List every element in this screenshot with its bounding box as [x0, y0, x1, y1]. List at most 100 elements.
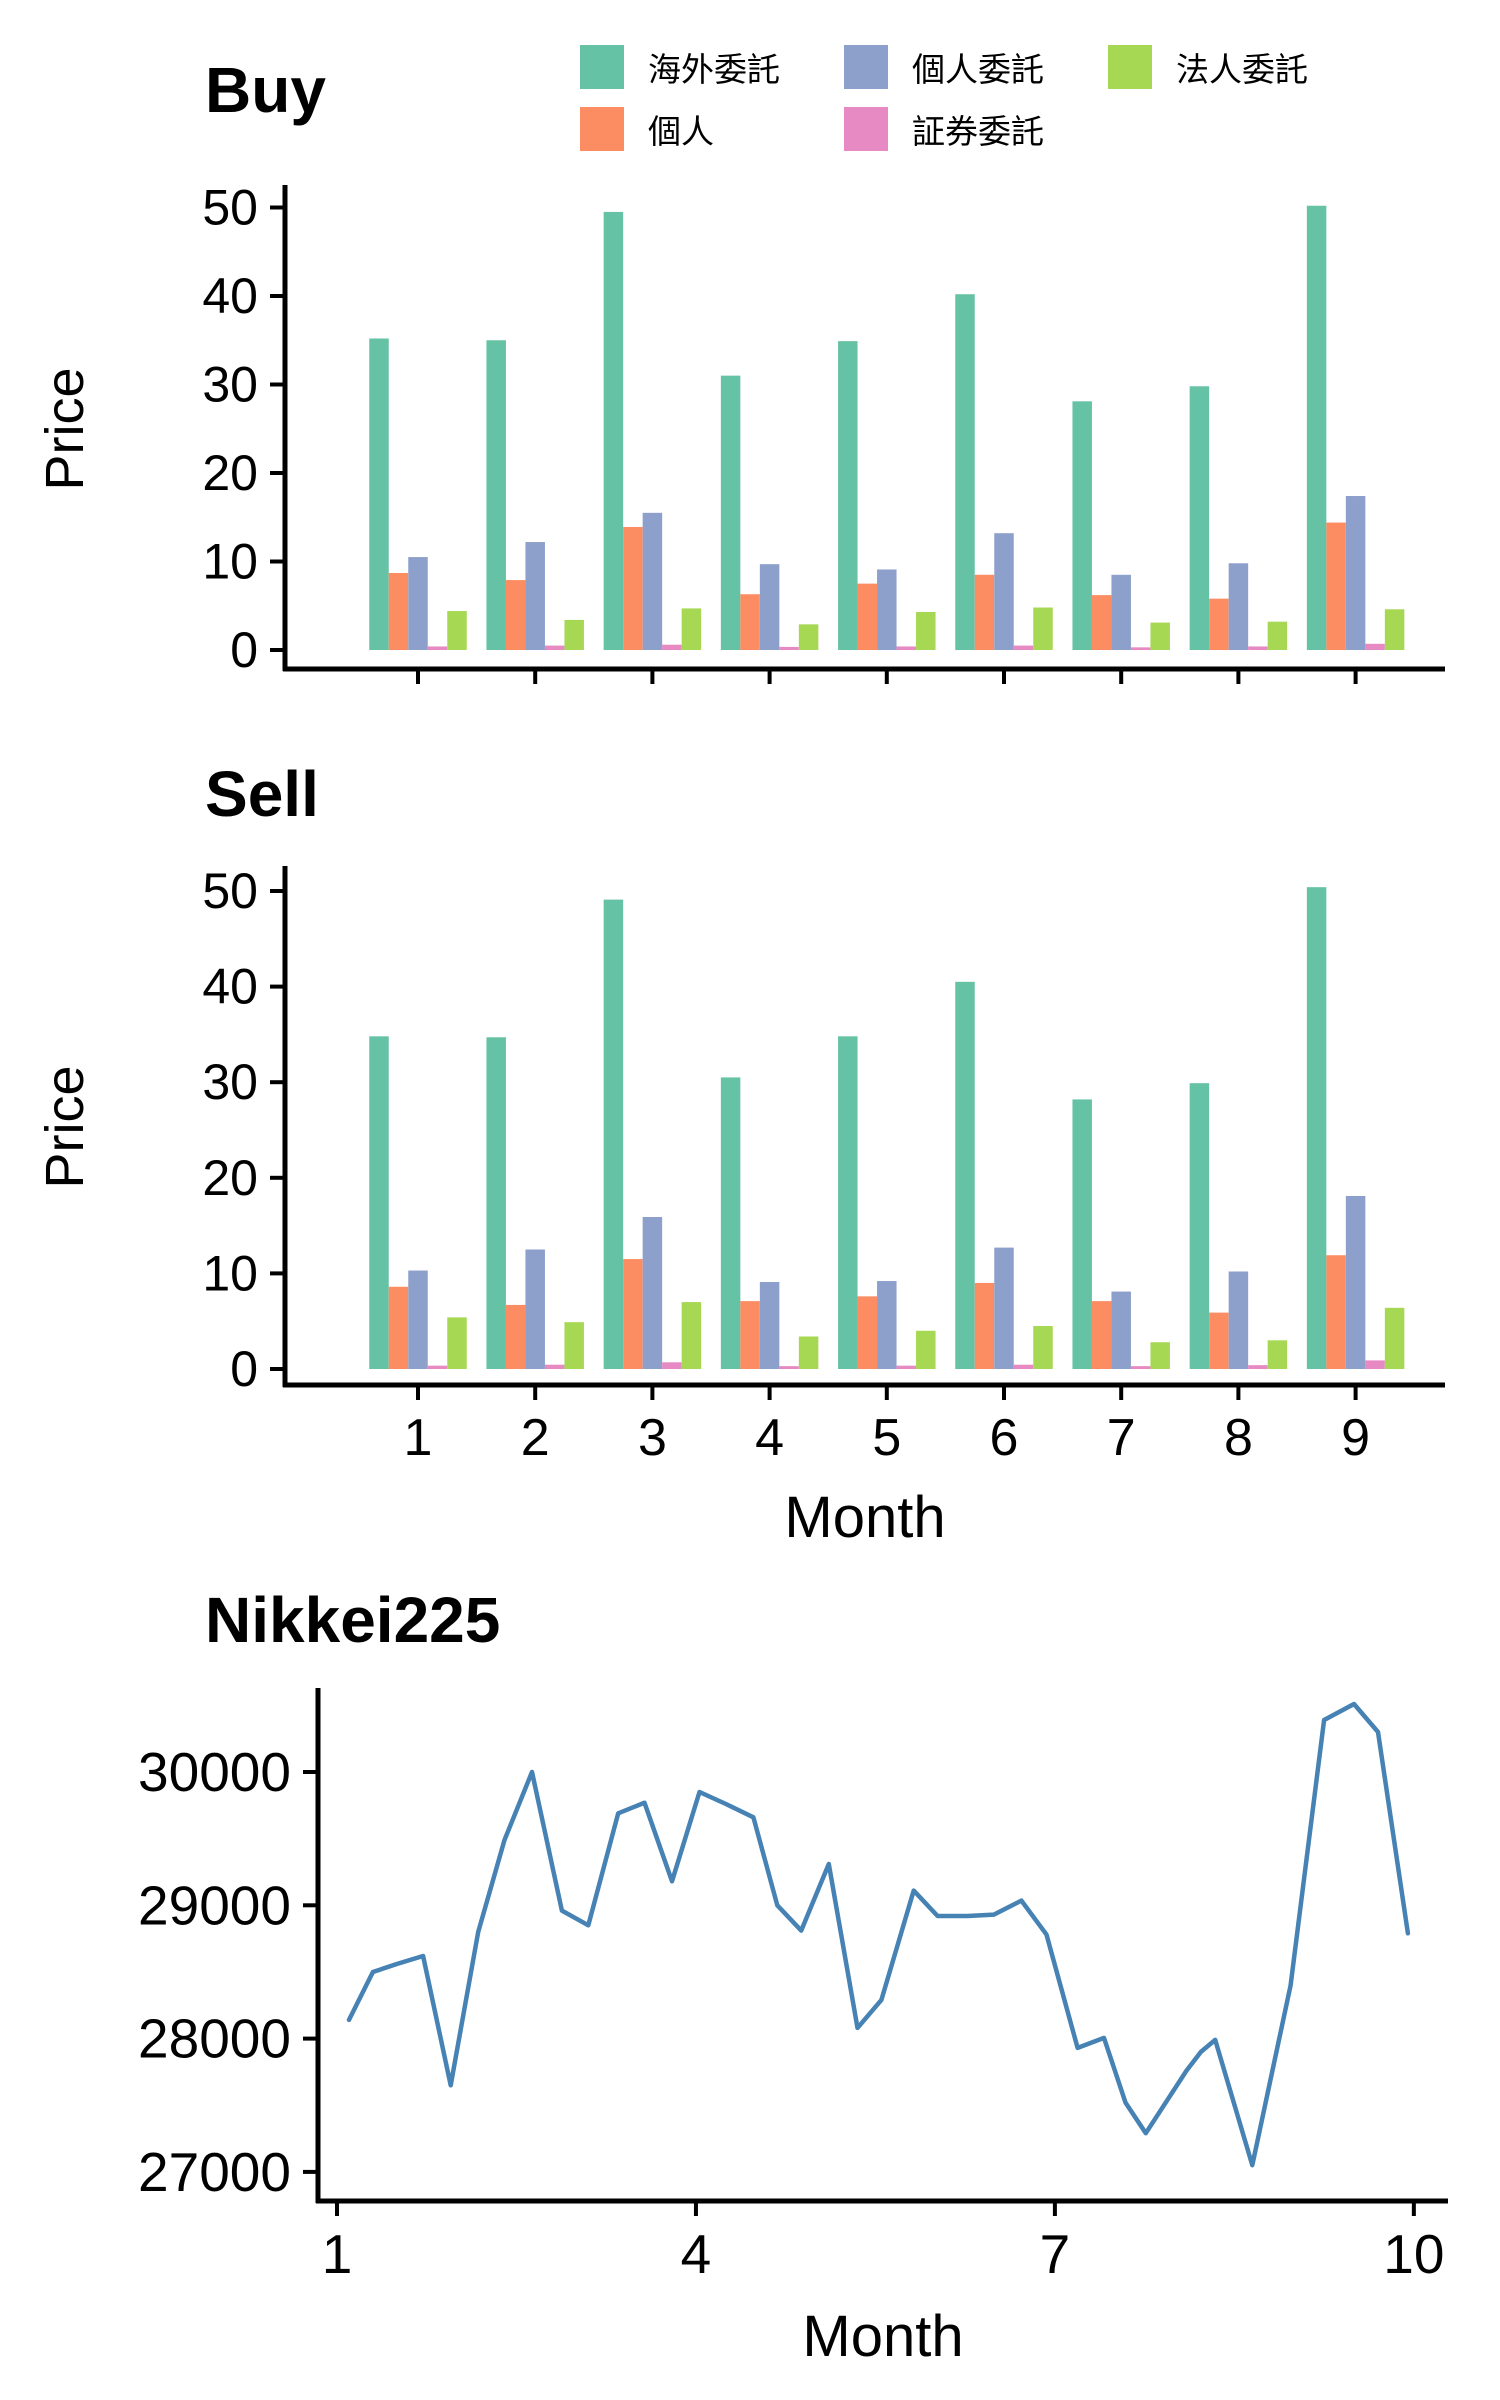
bar — [564, 1322, 584, 1369]
bar — [603, 211, 624, 651]
bar — [408, 557, 428, 650]
y-tick-label: 30 — [202, 357, 258, 413]
bar — [994, 533, 1014, 650]
bar — [974, 1282, 995, 1369]
bar — [369, 338, 389, 650]
bar — [1013, 645, 1034, 650]
bar — [642, 512, 663, 650]
y-tick-label: 0 — [230, 622, 258, 678]
bar — [1365, 643, 1385, 650]
bar — [1033, 1325, 1053, 1369]
bar — [740, 594, 760, 650]
x-tick-label: 7 — [1040, 2223, 1071, 2285]
bar — [877, 569, 897, 650]
bar — [798, 624, 819, 650]
legend-key-swatch — [844, 107, 888, 151]
x-tick-label: 3 — [638, 1409, 667, 1467]
bar — [1209, 598, 1229, 650]
bar — [486, 1037, 506, 1369]
bar — [369, 1036, 389, 1369]
bar — [505, 1304, 526, 1369]
nikkei-line-chart: 27000 28000 29000 30000 1 4 7 10 Month — [138, 1688, 1448, 2369]
bar — [720, 375, 741, 650]
x-axis-title: Month — [784, 1485, 945, 1550]
bar — [1228, 1271, 1249, 1369]
bar — [525, 542, 545, 650]
legend-key-swatch — [844, 45, 888, 89]
y-tick-label: 20 — [202, 1150, 258, 1206]
x-tick-label: 5 — [872, 1409, 901, 1467]
bar — [525, 1249, 545, 1369]
bar — [681, 608, 702, 650]
legend-item: 法人委託 — [1108, 43, 1372, 91]
y-tick-label: 10 — [202, 534, 258, 590]
sell-chart-title: Sell — [205, 758, 319, 830]
legend-item-label: 証券委託 — [912, 113, 1044, 150]
bar — [1072, 1099, 1092, 1369]
bar — [603, 899, 624, 1369]
sell-bar-chart: 0 10 20 30 40 50 1 2 3 4 5 6 7 8 9 Month — [202, 863, 1445, 1550]
bar — [896, 646, 917, 650]
bar — [759, 1282, 780, 1369]
y-tick-label: 50 — [202, 180, 258, 236]
bar — [1306, 887, 1327, 1369]
bar — [1384, 609, 1405, 650]
bar — [838, 1036, 858, 1369]
y-tick-label: 50 — [202, 863, 258, 919]
x-axis-title: Month — [802, 2304, 963, 2369]
legend-item: 個人委託 — [844, 43, 1108, 91]
bar — [1033, 607, 1053, 650]
legend-item-label: 海外委託 — [648, 51, 780, 88]
bar — [427, 646, 448, 650]
x-tick-label: 9 — [1341, 1409, 1370, 1467]
bar — [779, 1366, 799, 1369]
bar — [564, 619, 584, 650]
bar — [388, 573, 409, 650]
bar — [857, 1296, 878, 1369]
bar — [505, 580, 526, 650]
bar — [896, 1365, 917, 1369]
bar — [916, 611, 936, 650]
bar — [1384, 1307, 1405, 1369]
bar — [916, 1330, 936, 1369]
x-tick-label: 1 — [404, 1409, 433, 1467]
bar — [447, 611, 467, 650]
bar — [544, 1364, 565, 1369]
legend-item-label: 個人委託 — [912, 51, 1044, 88]
bar — [623, 526, 643, 650]
y-tick-label: 30 — [202, 1054, 258, 1110]
bar — [1267, 621, 1288, 650]
bar — [662, 644, 682, 650]
bar — [1189, 1083, 1210, 1369]
bar — [623, 1259, 643, 1369]
bar — [857, 583, 878, 650]
x-tick-label: 10 — [1383, 2223, 1444, 2285]
legend-item: 海外委託 — [580, 43, 844, 91]
x-tick-label: 4 — [681, 2223, 712, 2285]
y-tick-label: 40 — [202, 959, 258, 1015]
bar — [759, 564, 780, 650]
bar — [1072, 401, 1092, 650]
y-tick-label: 20 — [202, 445, 258, 501]
bar — [642, 1216, 663, 1369]
nikkei-line — [346, 1701, 1411, 2168]
x-tick-label: 8 — [1224, 1409, 1253, 1467]
bar — [447, 1317, 467, 1369]
bar — [1111, 1291, 1131, 1369]
bar — [1150, 1342, 1170, 1369]
bar — [427, 1365, 448, 1369]
y-tick-label: 40 — [202, 268, 258, 324]
legend-item: 証券委託 — [844, 105, 1108, 153]
legend-key-swatch — [580, 107, 624, 151]
legend-key-swatch — [580, 45, 624, 89]
legend-item: 個人 — [580, 105, 844, 153]
bar — [877, 1281, 897, 1369]
bar — [1130, 647, 1151, 650]
bar — [1209, 1312, 1229, 1369]
bar — [408, 1270, 428, 1369]
bar — [1267, 1340, 1288, 1369]
bar — [1345, 496, 1366, 650]
x-tick-label: 2 — [521, 1409, 550, 1467]
